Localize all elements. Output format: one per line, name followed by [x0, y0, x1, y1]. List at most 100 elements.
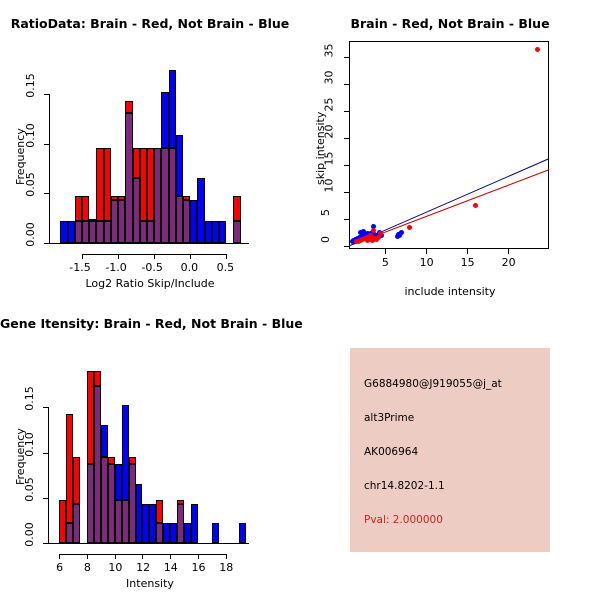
y-axis-tick-label: 0.15	[22, 386, 36, 412]
x-axis-tick-label: 14	[163, 561, 178, 574]
y-axis-tick	[344, 219, 349, 221]
histogram-bar-overlap	[73, 503, 81, 543]
y-axis-tick-label: 0.15	[23, 73, 37, 98]
y-axis-tick	[344, 57, 349, 59]
histogram-bar-segment	[190, 199, 198, 243]
panel-intensity-scatter: Brain - Red, Not Brain - Blue skip inten…	[300, 0, 600, 300]
histogram-bar-segment	[121, 405, 129, 500]
histogram-bar-segment	[132, 148, 140, 179]
histogram-bar-overlap	[96, 221, 104, 243]
histogram-bar-segment	[177, 499, 185, 504]
scatter-point	[376, 234, 381, 240]
histogram-bar-segment	[96, 148, 104, 222]
x-axis-tick-label: 15	[460, 256, 475, 269]
x-axis-tick-label: 18	[219, 561, 234, 574]
histogram-bar-segment	[168, 70, 176, 149]
histogram-bar-segment	[66, 413, 74, 524]
histogram-bar-segment	[110, 195, 119, 200]
x-axis-tick-label: -1.5	[69, 261, 91, 274]
y-axis-tick	[344, 138, 349, 140]
x-axis-tick	[59, 554, 61, 559]
histogram-bar-segment	[239, 523, 247, 543]
x-axis-tick	[225, 554, 227, 559]
scatter-point	[366, 236, 372, 242]
histogram-bar-overlap	[132, 178, 140, 243]
histogram-bar-overlap	[154, 148, 162, 243]
y-axis-tick	[344, 192, 349, 194]
histogram-bar-overlap	[146, 221, 155, 243]
histogram-bar-overlap	[233, 221, 241, 243]
scatter-point	[472, 203, 478, 209]
scatter-point	[349, 239, 355, 245]
histogram-bar-segment	[103, 148, 111, 222]
histogram-bar-overlap	[139, 221, 147, 243]
histogram-bar-overlap	[87, 464, 94, 543]
histogram-bar-overlap	[82, 221, 90, 243]
x-axis-tick-label: 6	[56, 561, 64, 574]
histogram-bar-segment	[175, 134, 183, 196]
y-axis-tick-label: 20	[322, 124, 336, 139]
histogram-bar-segment	[204, 221, 212, 243]
x-axis-tick	[197, 554, 199, 559]
gene-histogram-xlabel: Intensity	[126, 577, 174, 590]
x-axis-tick	[82, 254, 84, 259]
histogram-bar-segment	[125, 100, 133, 114]
x-axis-tick	[170, 554, 172, 559]
scatter-plot-frame	[349, 41, 549, 249]
histogram-bar-overlap	[110, 199, 119, 243]
panel-gene-intensity-histogram: Gene Itensity: Brain - Red, Not Brain - …	[0, 300, 303, 600]
histogram-bar-overlap	[177, 503, 185, 543]
scatter-title: Brain - Red, Not Brain - Blue	[350, 16, 550, 31]
histogram-bar-segment	[100, 424, 108, 457]
y-axis-line	[48, 407, 49, 544]
histogram-bar-overlap	[118, 199, 126, 243]
y-axis-tick	[43, 497, 48, 499]
histogram-bar-segment	[59, 499, 67, 543]
scatter-point	[371, 223, 377, 229]
scatter-point	[378, 231, 384, 237]
gene-info-line: Pval: 2.000000	[364, 514, 443, 526]
scatter-point	[535, 47, 541, 53]
histogram-bar-segment	[118, 195, 126, 200]
y-axis-line	[49, 93, 50, 244]
histogram-bar-segment	[170, 523, 178, 543]
histogram-bar-overlap	[121, 499, 129, 543]
x-axis-tick	[87, 554, 89, 559]
gene-info-line: chr14.8202-1.1	[364, 480, 445, 492]
gene-info-line: AK006964	[364, 446, 419, 458]
scatter-point	[371, 227, 377, 233]
histogram-bar-segment	[233, 195, 241, 222]
histogram-bar-segment	[82, 195, 90, 222]
scatter-point	[369, 233, 375, 239]
y-axis-tick	[344, 246, 349, 248]
y-axis-tick-label: 25	[322, 97, 336, 112]
y-axis-tick	[44, 193, 49, 195]
histogram-bar-segment	[94, 370, 101, 386]
x-axis-tick	[154, 254, 156, 259]
histogram-bar-segment	[67, 221, 75, 243]
histogram-bar-segment	[156, 499, 164, 524]
ratio-histogram-title: RatioData: Brain - Red, Not Brain - Blue	[10, 16, 290, 31]
histogram-baseline	[48, 543, 249, 544]
scatter-point	[359, 237, 365, 243]
x-axis-tick	[426, 249, 428, 254]
x-axis-tick	[114, 554, 116, 559]
x-axis-tick	[467, 249, 469, 254]
histogram-bar-segment	[197, 178, 205, 243]
y-axis-tick-label: 0.05	[22, 477, 36, 502]
scatter-point	[407, 225, 413, 231]
histogram-bar-overlap	[183, 199, 191, 243]
y-axis-tick	[43, 407, 48, 409]
x-axis-tick	[190, 254, 192, 259]
histogram-bar-overlap	[114, 499, 122, 543]
x-axis-tick	[385, 249, 387, 254]
histogram-bar-segment	[184, 523, 191, 543]
scatter-xlabel: include intensity	[404, 285, 496, 298]
histogram-bar-overlap	[100, 456, 108, 543]
y-axis-tick-label: 0.10	[23, 122, 37, 148]
x-axis-tick	[142, 554, 144, 559]
x-axis-tick-label: 5	[381, 256, 389, 269]
scatter-point	[360, 228, 366, 234]
histogram-bar-segment	[142, 503, 150, 543]
